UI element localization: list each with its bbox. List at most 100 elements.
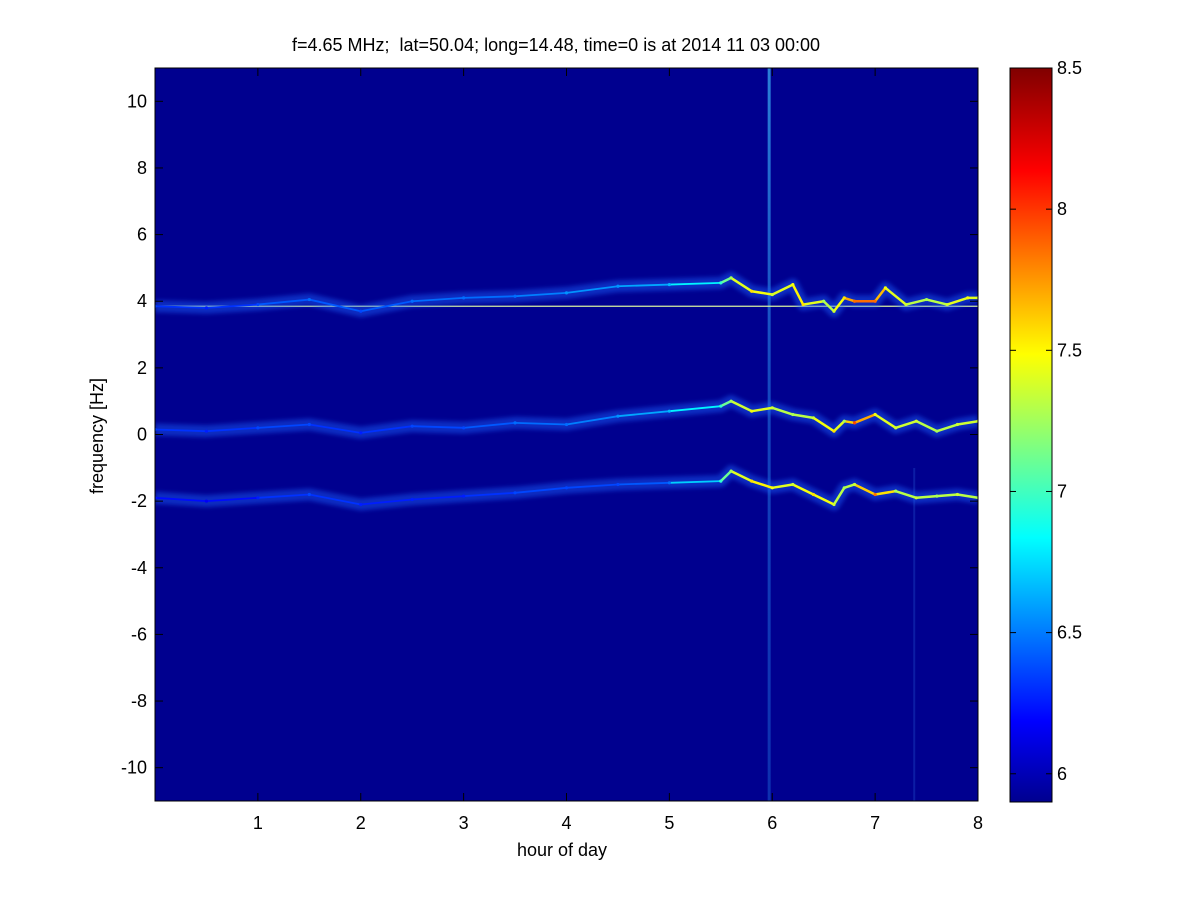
trace-point bbox=[770, 486, 774, 490]
trace-point bbox=[832, 502, 836, 507]
trace-segment bbox=[411, 425, 465, 429]
trace-segment bbox=[904, 298, 928, 306]
trace-point bbox=[842, 419, 846, 423]
trace-point bbox=[904, 302, 908, 307]
trace-segment bbox=[812, 493, 836, 506]
trace-segment bbox=[411, 296, 465, 303]
chart-title: f=4.65 MHz; lat=50.04; long=14.48, time=… bbox=[292, 35, 820, 55]
trace-point bbox=[719, 479, 723, 483]
y-tick-label: -8 bbox=[131, 691, 147, 711]
trace-point bbox=[256, 302, 260, 307]
colorbar-tick-label: 8.5 bbox=[1057, 58, 1082, 78]
y-axis-ticks: -10 -8 -6 -4 -2 0 2 4 6 8 10 bbox=[121, 91, 978, 778]
trace-segment bbox=[205, 496, 259, 503]
trace-point bbox=[564, 291, 569, 295]
x-axis-ticks: 1 2 3 4 5 6 7 8 bbox=[253, 68, 983, 833]
trace-point bbox=[770, 406, 774, 410]
trace-point bbox=[935, 494, 939, 498]
x-tick-label: 5 bbox=[664, 813, 674, 833]
y-tick-label: 2 bbox=[137, 358, 147, 378]
trace-point bbox=[359, 309, 363, 313]
trace-segment bbox=[729, 399, 753, 413]
trace-segment bbox=[155, 305, 208, 309]
y-tick-label: -10 bbox=[121, 758, 147, 778]
trace-segment bbox=[719, 399, 733, 408]
colorbar-tick-label: 8 bbox=[1057, 199, 1067, 219]
x-tick-label: 8 bbox=[973, 813, 983, 833]
trace-point bbox=[616, 414, 620, 418]
trace-point bbox=[852, 421, 857, 425]
trace-segment bbox=[956, 419, 978, 426]
trace-point bbox=[842, 486, 846, 490]
trace-point bbox=[750, 409, 754, 413]
trace-point bbox=[204, 429, 209, 433]
trace-point bbox=[852, 299, 857, 303]
trace-point bbox=[791, 282, 795, 287]
y-tick-label: -2 bbox=[131, 491, 147, 511]
trace-segment bbox=[462, 491, 516, 498]
trace-segment bbox=[894, 419, 918, 430]
trace-point bbox=[955, 492, 960, 497]
plot-background bbox=[155, 68, 978, 801]
trace-point bbox=[883, 286, 888, 290]
colorbar-ticks: 6 6.5 7 7.5 8 8.5 bbox=[1010, 58, 1082, 784]
trace-segment bbox=[719, 276, 733, 285]
plot-area bbox=[154, 67, 979, 802]
trace-segment bbox=[308, 423, 362, 434]
x-tick-label: 4 bbox=[561, 813, 571, 833]
trace-segment bbox=[791, 283, 805, 306]
trace-segment bbox=[750, 406, 774, 413]
trace-point bbox=[801, 302, 805, 307]
trace-segment bbox=[205, 426, 259, 433]
trace-point bbox=[410, 497, 414, 502]
trace-segment bbox=[514, 291, 568, 298]
trace-point bbox=[564, 486, 569, 490]
x-tick-label: 1 bbox=[253, 813, 263, 833]
trace-segment bbox=[884, 286, 908, 306]
trace-segment bbox=[771, 406, 795, 416]
trace-segment bbox=[791, 483, 815, 496]
x-tick-label: 2 bbox=[356, 813, 366, 833]
colorbar-gradient bbox=[1009, 67, 1053, 803]
trace-3 bbox=[155, 465, 978, 511]
trace-point bbox=[770, 292, 774, 297]
trace-segment bbox=[935, 493, 959, 498]
trace-point bbox=[873, 492, 877, 497]
trace-segment bbox=[359, 300, 414, 313]
trace-point bbox=[791, 412, 795, 417]
trace-point bbox=[873, 299, 877, 303]
trace-point bbox=[832, 429, 836, 433]
trace-segment bbox=[894, 489, 918, 500]
trace-point bbox=[924, 297, 929, 302]
trace-segment bbox=[832, 296, 846, 313]
trace-point bbox=[791, 482, 795, 487]
trace-segment bbox=[155, 428, 208, 433]
trace-segment bbox=[873, 413, 897, 430]
trace-segment bbox=[750, 479, 774, 490]
trace-segment bbox=[853, 483, 877, 496]
trace-segment bbox=[205, 303, 259, 309]
trace-segment bbox=[155, 496, 208, 503]
trace-point bbox=[667, 409, 671, 413]
trace-segment bbox=[308, 298, 362, 313]
trace-segment bbox=[565, 415, 619, 426]
vertical-spike bbox=[767, 68, 771, 801]
colorbar-tick-label: 6.5 bbox=[1057, 623, 1082, 643]
trace-point bbox=[204, 306, 209, 310]
trace-point bbox=[256, 426, 260, 430]
trace-segment bbox=[935, 423, 959, 433]
colorbar-tick-label: 6 bbox=[1057, 764, 1067, 784]
trace-point bbox=[462, 494, 466, 498]
trace-segment bbox=[668, 282, 722, 286]
trace-segment bbox=[359, 425, 414, 434]
trace-segment bbox=[617, 283, 671, 288]
trace-point bbox=[750, 479, 754, 483]
trace-1 bbox=[155, 271, 978, 318]
x-axis-label: hour of day bbox=[517, 840, 607, 860]
trace-point bbox=[462, 426, 466, 430]
trace-segment bbox=[771, 483, 795, 490]
y-tick-label: -6 bbox=[131, 624, 147, 644]
trace-point bbox=[894, 426, 898, 430]
y-tick-label: 6 bbox=[137, 225, 147, 245]
